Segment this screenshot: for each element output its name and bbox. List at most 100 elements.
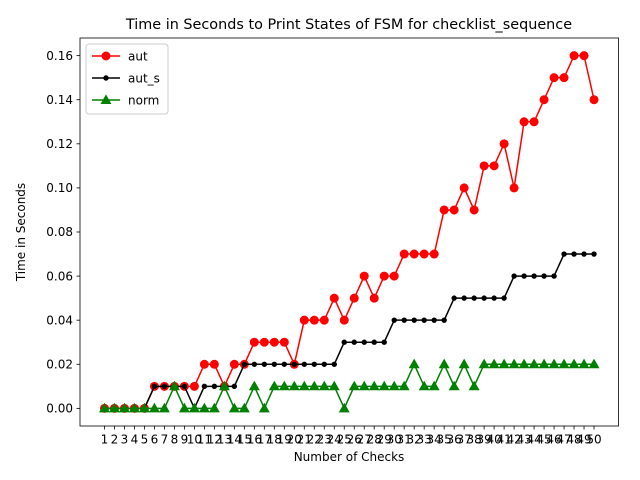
legend-label-norm: norm bbox=[128, 93, 159, 107]
data-point-aut_s bbox=[341, 339, 347, 345]
data-point-norm bbox=[308, 380, 320, 391]
x-tick-label: 38 bbox=[466, 433, 481, 447]
legend-marker-aut_s bbox=[103, 75, 109, 81]
y-tick-label: 0.04 bbox=[46, 313, 73, 327]
data-point-norm bbox=[408, 358, 420, 369]
x-tick-label: 18 bbox=[267, 433, 282, 447]
data-point-norm bbox=[468, 380, 480, 391]
legend-marker-norm bbox=[100, 94, 112, 104]
data-point-aut bbox=[479, 161, 489, 171]
data-point-aut_s bbox=[161, 383, 168, 390]
data-point-norm bbox=[358, 380, 370, 391]
data-point-norm bbox=[248, 380, 260, 391]
data-point-aut_s bbox=[511, 273, 517, 279]
data-point-aut_s bbox=[431, 317, 437, 323]
data-point-aut bbox=[549, 73, 559, 83]
data-point-aut bbox=[299, 315, 309, 325]
x-tick-label: 3 bbox=[121, 433, 129, 447]
y-axis-label: Time in Seconds bbox=[14, 183, 28, 282]
data-point-aut bbox=[539, 95, 549, 105]
x-tick-label: 27 bbox=[357, 433, 372, 447]
x-tick-label: 39 bbox=[476, 433, 491, 447]
data-point-aut_s bbox=[461, 295, 467, 301]
data-point-aut bbox=[559, 73, 569, 83]
data-point-aut bbox=[339, 315, 349, 325]
data-point-norm bbox=[258, 402, 270, 413]
x-tick-label: 40 bbox=[486, 433, 501, 447]
x-tick-label: 20 bbox=[287, 433, 302, 447]
y-tick-label: 0.00 bbox=[46, 402, 73, 416]
x-tick-label: 43 bbox=[516, 433, 531, 447]
data-point-aut_s bbox=[541, 273, 547, 279]
x-axis-label: Number of Checks bbox=[294, 450, 405, 464]
data-point-norm bbox=[288, 380, 300, 391]
x-tick-label: 1 bbox=[101, 433, 109, 447]
x-tick-label: 33 bbox=[417, 433, 432, 447]
data-point-aut_s bbox=[261, 361, 268, 367]
data-point-aut_s bbox=[291, 361, 298, 367]
data-point-norm bbox=[99, 402, 110, 413]
series-norm bbox=[99, 358, 600, 413]
data-point-aut bbox=[459, 183, 469, 193]
y-tick-label: 0.08 bbox=[46, 225, 73, 239]
data-point-aut bbox=[279, 337, 289, 347]
data-point-norm bbox=[128, 402, 140, 413]
x-tick-label: 34 bbox=[427, 433, 442, 447]
data-point-norm bbox=[178, 402, 190, 413]
data-point-aut bbox=[529, 117, 539, 127]
data-point-aut_s bbox=[241, 361, 248, 367]
x-tick-label: 36 bbox=[447, 433, 462, 447]
data-point-norm bbox=[398, 380, 410, 391]
x-tick-label: 4 bbox=[131, 433, 139, 447]
y-tick-label: 0.14 bbox=[46, 93, 73, 107]
data-point-norm bbox=[378, 380, 390, 391]
data-point-norm bbox=[498, 358, 510, 369]
data-point-norm bbox=[558, 358, 570, 369]
data-point-aut_s bbox=[321, 361, 327, 367]
data-point-aut bbox=[429, 249, 439, 259]
data-point-aut bbox=[439, 205, 449, 215]
data-point-aut_s bbox=[421, 317, 427, 323]
data-point-aut bbox=[319, 315, 329, 325]
data-point-aut_s bbox=[281, 361, 288, 367]
data-point-aut bbox=[589, 95, 599, 105]
chart-title: Time in Seconds to Print States of FSM f… bbox=[125, 17, 572, 33]
data-point-norm bbox=[218, 380, 230, 391]
data-point-aut_s bbox=[231, 383, 238, 390]
data-point-norm bbox=[528, 358, 540, 369]
data-point-aut bbox=[229, 359, 239, 369]
data-point-aut_s bbox=[451, 295, 457, 301]
x-tick-label: 13 bbox=[217, 433, 232, 447]
data-point-aut bbox=[309, 315, 319, 325]
data-point-aut bbox=[189, 381, 199, 391]
x-tick-label: 28 bbox=[367, 433, 382, 447]
data-point-norm bbox=[268, 380, 280, 391]
x-tick-label: 11 bbox=[197, 433, 212, 447]
x-tick-label: 6 bbox=[151, 433, 159, 447]
data-point-norm bbox=[568, 358, 580, 369]
data-point-aut_s bbox=[271, 361, 278, 367]
data-point-aut_s bbox=[361, 339, 367, 345]
data-point-norm bbox=[368, 380, 380, 391]
data-point-aut_s bbox=[351, 339, 357, 345]
data-point-aut_s bbox=[501, 295, 507, 301]
data-point-norm bbox=[328, 380, 340, 391]
data-point-aut bbox=[269, 337, 279, 347]
x-tick-label: 19 bbox=[277, 433, 292, 447]
x-tick-label: 9 bbox=[181, 433, 189, 447]
x-tick-label: 5 bbox=[141, 433, 149, 447]
data-point-aut bbox=[359, 271, 369, 281]
data-point-aut_s bbox=[311, 361, 317, 367]
data-point-norm bbox=[109, 402, 120, 413]
data-point-aut bbox=[569, 51, 579, 61]
data-point-aut_s bbox=[481, 295, 487, 301]
data-point-aut bbox=[489, 161, 499, 171]
data-point-norm bbox=[388, 380, 400, 391]
x-tick-label: 8 bbox=[171, 433, 179, 447]
x-tick-label: 25 bbox=[337, 433, 352, 447]
data-point-norm bbox=[438, 358, 450, 369]
data-point-aut_s bbox=[251, 361, 258, 367]
x-tick-label: 31 bbox=[397, 433, 412, 447]
x-tick-label: 21 bbox=[297, 433, 312, 447]
